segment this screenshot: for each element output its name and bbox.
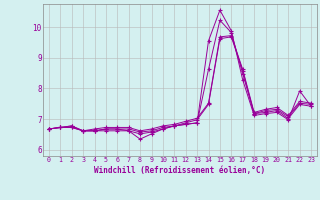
X-axis label: Windchill (Refroidissement éolien,°C): Windchill (Refroidissement éolien,°C)	[94, 166, 266, 175]
